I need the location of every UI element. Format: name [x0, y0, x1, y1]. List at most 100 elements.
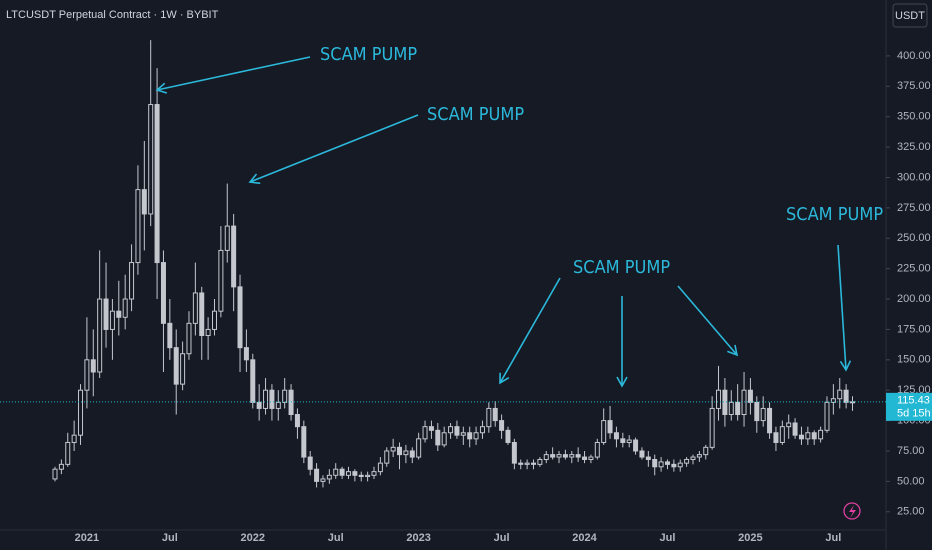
- annotation: SCAM PUMP: [320, 44, 417, 65]
- candle-body: [441, 432, 447, 446]
- candle-body: [805, 432, 811, 440]
- candle-body: [288, 389, 294, 416]
- annotation: SCAM PUMP: [427, 104, 524, 125]
- candle-body: [658, 461, 664, 468]
- last-price-box: [886, 392, 932, 421]
- candle-body: [231, 225, 237, 288]
- y-tick-label: 350.00: [897, 111, 931, 123]
- y-tick-label: 200.00: [897, 293, 931, 305]
- candle-body: [243, 347, 249, 361]
- candle-body: [626, 439, 632, 443]
- candle-body: [135, 189, 141, 264]
- currency-label[interactable]: USDT: [895, 10, 925, 22]
- candle-body: [84, 359, 90, 391]
- candle-body: [345, 471, 351, 476]
- candle-body: [645, 456, 651, 460]
- candle-body: [65, 441, 71, 465]
- candle-body: [192, 292, 198, 324]
- candle-body: [531, 462, 536, 465]
- candle-body: [416, 438, 422, 458]
- candle-body: [664, 461, 670, 465]
- y-tick-label: 50.00: [897, 475, 925, 487]
- candle-body: [326, 474, 332, 480]
- candle-body: [320, 478, 326, 482]
- candle-body: [550, 454, 556, 458]
- candle-body: [511, 441, 517, 464]
- annotation-arrow: [677, 285, 739, 357]
- countdown-label: 5d 15h: [897, 408, 931, 420]
- candle-body: [352, 471, 358, 476]
- alert-icon[interactable]: [843, 502, 861, 520]
- candle-body: [269, 389, 275, 409]
- candle-body: [843, 389, 849, 403]
- candle-body: [696, 454, 702, 458]
- y-tick-label: 175.00: [897, 323, 931, 335]
- candle-body: [588, 456, 594, 460]
- candle-body: [582, 456, 588, 460]
- candle-body: [716, 389, 722, 409]
- candle-body: [524, 462, 530, 465]
- candle-body: [747, 389, 753, 403]
- annotation-arrow: [248, 114, 419, 185]
- annotation-arrow: [499, 277, 561, 385]
- candle-body: [154, 104, 160, 264]
- candle-body: [499, 420, 505, 431]
- x-tick-label: Jul: [494, 532, 510, 544]
- candle-body: [52, 468, 58, 480]
- candle-body: [556, 454, 562, 458]
- candle-body: [798, 434, 804, 440]
- candle-body: [397, 446, 403, 456]
- x-tick-label: 2022: [241, 532, 265, 544]
- candle-body: [690, 456, 696, 460]
- candle-body: [167, 322, 173, 349]
- x-tick-label: 2021: [75, 532, 99, 544]
- candle-body: [486, 407, 492, 428]
- candle-body: [186, 322, 192, 355]
- candle-body: [173, 347, 179, 385]
- candle-body: [129, 262, 135, 300]
- candle-body: [90, 359, 96, 373]
- candle-body: [703, 446, 709, 456]
- candle-body: [371, 471, 377, 476]
- candle-body: [160, 262, 166, 324]
- annotation-arrow: [155, 56, 311, 94]
- candle-body: [741, 389, 747, 416]
- candle-body: [180, 353, 186, 385]
- x-tick-label: 2023: [406, 532, 430, 544]
- candle-body: [505, 429, 511, 443]
- x-tick-label: Jul: [162, 532, 178, 544]
- candle-body: [543, 454, 549, 460]
- candle-body: [71, 434, 77, 443]
- candle-body: [435, 429, 441, 446]
- candle-body: [722, 389, 728, 416]
- x-tick-label: 2025: [738, 532, 762, 544]
- y-tick-label: 25.00: [897, 506, 925, 518]
- candle-body: [837, 389, 843, 400]
- candle-body: [454, 426, 460, 436]
- candle-body: [365, 474, 371, 478]
- candle-body: [122, 298, 128, 318]
- candle-body: [307, 456, 313, 470]
- candle-body: [78, 389, 84, 436]
- candle-body: [467, 432, 473, 440]
- currency-button[interactable]: [892, 3, 928, 28]
- candle-body: [448, 426, 454, 434]
- last-price-label: 115.43: [897, 395, 930, 407]
- candle-body: [377, 462, 383, 473]
- candle-body: [212, 310, 217, 330]
- candle-body: [224, 225, 230, 251]
- chart-title: LTCUSDT Perpetual Contract · 1W · BYBIT: [6, 9, 219, 21]
- candle-body: [199, 292, 205, 337]
- candle-body: [97, 298, 103, 373]
- candle-body: [735, 401, 741, 416]
- candle-body: [824, 401, 830, 431]
- annotation: SCAM PUMP: [573, 257, 670, 278]
- candle-body: [620, 438, 626, 443]
- candle-body: [409, 450, 415, 458]
- candle-body: [460, 432, 466, 436]
- candle-body: [103, 298, 109, 330]
- candle-body: [473, 432, 479, 440]
- candle-body: [575, 454, 581, 458]
- candle-body: [773, 432, 779, 443]
